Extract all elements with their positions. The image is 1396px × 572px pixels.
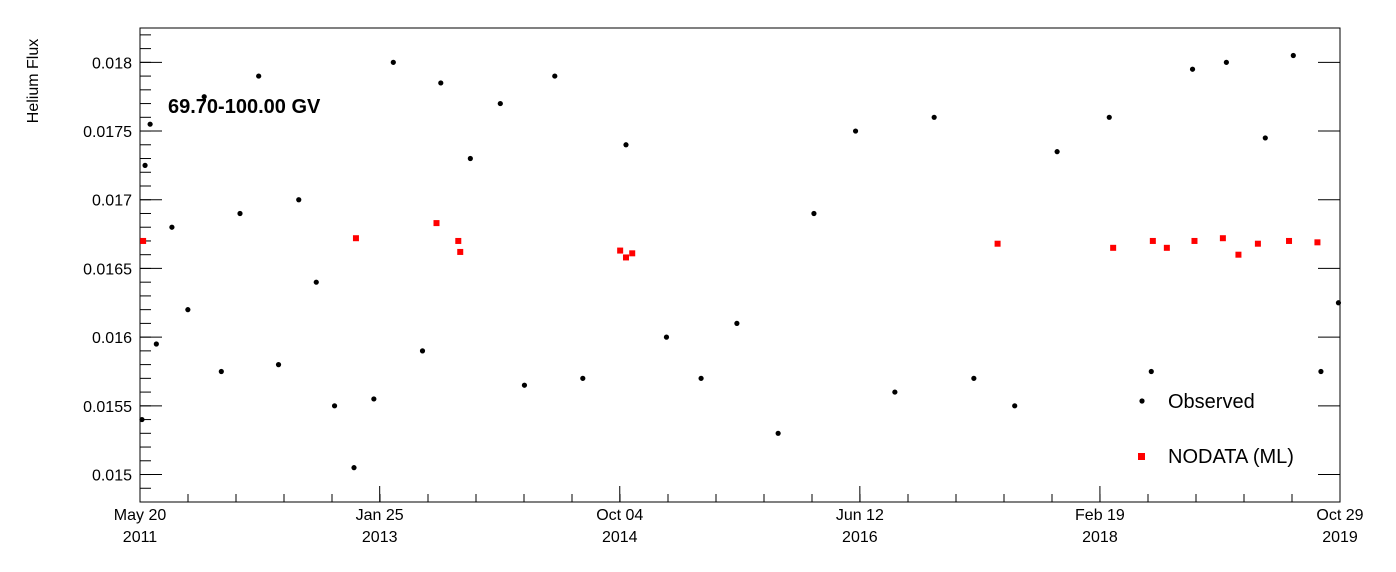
nodata-point	[1191, 237, 1198, 244]
observed-point	[331, 403, 338, 409]
observed-point	[552, 73, 558, 79]
observed-point	[811, 210, 817, 217]
nodata-point	[1110, 244, 1117, 251]
y-tick-label: 0.017	[92, 193, 132, 210]
x-tick-label-year: 2014	[602, 529, 638, 546]
observed-point	[1223, 59, 1229, 65]
observed-points	[139, 52, 1342, 471]
observed-point	[1262, 135, 1268, 141]
observed-point	[663, 334, 670, 340]
y-tick-label: 0.0165	[83, 261, 132, 278]
observed-point	[1148, 368, 1154, 375]
observed-point	[169, 224, 175, 230]
observed-point	[185, 307, 191, 313]
y-tick-label: 0.018	[92, 55, 132, 72]
nodata-point	[1235, 251, 1242, 258]
observed-point	[1054, 149, 1060, 155]
x-tick-label-year: 2013	[362, 529, 398, 546]
observed-point	[931, 114, 937, 120]
observed-point	[218, 368, 224, 375]
observed-point	[296, 197, 302, 203]
observed-point	[497, 100, 503, 107]
observed-point	[256, 73, 262, 79]
observed-point	[1335, 300, 1342, 306]
nodata-point	[622, 254, 629, 261]
x-tick-label-date: Feb 19	[1075, 507, 1125, 524]
legend-nodata-label: NODATA (ML)	[1168, 446, 1294, 468]
observed-point	[438, 80, 444, 86]
legend-observed-label: Observed	[1168, 391, 1255, 413]
legend: Observed NODATA (ML)	[1138, 391, 1294, 468]
legend-nodata-marker	[1138, 453, 1145, 460]
x-axis: May 20 2011 Jan 25 2013 Oct 04 2014 Jun 12 2016…	[114, 486, 1364, 546]
observed-point	[390, 59, 396, 65]
y-tick-label: 0.0155	[83, 399, 132, 416]
observed-point	[275, 362, 282, 368]
observed-point	[521, 382, 528, 388]
nodata-point	[629, 250, 636, 257]
observed-point	[775, 430, 781, 436]
x-tick-label-date: Jan 25	[356, 507, 404, 524]
observed-point	[201, 94, 207, 100]
x-tick-label-year: 2019	[1322, 529, 1358, 546]
x-tick-label-date: Oct 29	[1316, 507, 1363, 524]
nodata-point	[617, 247, 624, 254]
x-tick-label-date: Jun 12	[836, 507, 884, 524]
nodata-point	[1254, 240, 1261, 247]
observed-point	[351, 465, 357, 471]
x-tick-label-date: May 20	[114, 507, 167, 524]
x-tick-label-date: Oct 04	[596, 507, 643, 524]
legend-observed-marker	[1139, 398, 1145, 404]
y-tick-label: 0.0175	[83, 124, 132, 141]
observed-point	[623, 142, 629, 148]
observed-point	[1012, 403, 1018, 409]
nodata-point	[1163, 244, 1170, 251]
observed-point	[580, 375, 586, 381]
nodata-point	[140, 237, 147, 244]
observed-point	[1189, 66, 1196, 72]
observed-point	[1318, 368, 1324, 375]
observed-point	[734, 320, 740, 326]
observed-point	[419, 348, 426, 354]
nodata-point	[352, 235, 359, 242]
x-tick-label-year: 2016	[842, 529, 878, 546]
observed-point	[153, 341, 159, 347]
observed-point	[313, 279, 319, 285]
observed-point	[971, 375, 977, 381]
nodata-point	[1314, 239, 1321, 246]
observed-point	[1106, 114, 1112, 120]
nodata-point	[994, 240, 1001, 247]
observed-point	[467, 155, 473, 162]
y-tick-label: 0.016	[92, 330, 132, 347]
observed-point	[1290, 52, 1296, 59]
x-tick-label-year: 2018	[1082, 529, 1118, 546]
energy-range-annotation: 69.70-100.00 GV	[168, 96, 321, 118]
nodata-point	[1149, 237, 1156, 244]
nodata-point	[433, 220, 440, 227]
observed-point	[147, 121, 153, 127]
nodata-point	[457, 248, 464, 255]
nodata-point	[455, 237, 462, 244]
y-tick-label: 0.015	[92, 468, 132, 485]
x-tick-label-year: 2011	[123, 529, 158, 546]
y-axis-label: Helium Flux	[25, 39, 42, 123]
nodata-point	[1219, 235, 1226, 242]
observed-point	[139, 416, 145, 423]
observed-point	[142, 162, 148, 168]
observed-point	[698, 375, 704, 381]
nodata-points	[140, 220, 1321, 261]
observed-point	[237, 210, 243, 217]
nodata-point	[1286, 237, 1293, 244]
plot-frame	[139, 27, 1341, 503]
y-axis: 0.015 0.0155 0.016 0.0165 0.017 0.0175 0.018	[83, 34, 1340, 503]
observed-point	[892, 389, 898, 395]
observed-point	[852, 128, 859, 134]
observed-point	[371, 396, 377, 402]
